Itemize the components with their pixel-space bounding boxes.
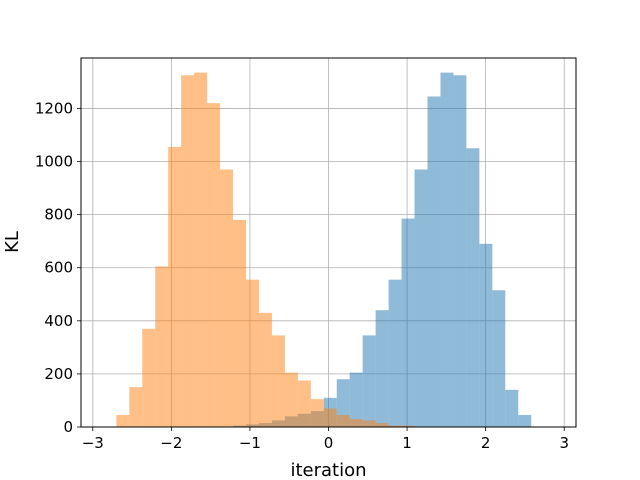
histogram-bar — [336, 415, 350, 427]
y-tick-label: 600 — [44, 259, 73, 277]
histogram-bar — [323, 408, 337, 427]
y-tick-label: 1000 — [35, 153, 73, 171]
histogram-bar — [388, 425, 402, 427]
y-tick-label: 800 — [44, 206, 73, 224]
histogram-bar — [310, 399, 324, 427]
histogram-bar — [349, 419, 363, 427]
histogram-bar — [258, 312, 272, 427]
histogram-bar — [220, 169, 234, 427]
y-tick-label: 1200 — [35, 99, 73, 117]
histogram-bar — [375, 423, 389, 427]
histogram-bar — [181, 75, 195, 427]
histogram-bar — [284, 372, 298, 427]
histogram-bar — [401, 218, 415, 427]
histogram-bar — [271, 335, 285, 427]
histogram-bar — [155, 266, 169, 427]
y-axis: 0 200 400 600 800 1000 1200 — [35, 99, 81, 436]
histogram-bar — [453, 75, 467, 427]
x-axis-label: iteration — [290, 460, 366, 480]
histogram-bar — [129, 387, 143, 427]
x-tick-label: 0 — [324, 434, 334, 452]
x-tick-label: 2 — [481, 434, 491, 452]
y-tick-label: 200 — [44, 365, 73, 383]
histogram-bar — [518, 415, 532, 427]
histogram-bar — [427, 96, 441, 428]
histogram-bar — [207, 103, 221, 428]
histogram-bar — [505, 389, 519, 427]
y-axis-label: KL — [2, 231, 23, 253]
histogram-bar — [168, 146, 182, 428]
x-tick-label: −3 — [82, 434, 104, 452]
histogram-bar — [375, 310, 389, 427]
histogram-bar — [440, 72, 454, 428]
histogram-bar — [362, 420, 376, 427]
y-tick-label: 0 — [63, 418, 73, 436]
histogram-bar — [233, 219, 246, 427]
histogram-bar — [388, 279, 402, 427]
histogram-bar — [362, 335, 376, 427]
series-1 — [233, 72, 532, 428]
histogram-bar — [479, 243, 493, 427]
histogram-bar — [349, 372, 363, 427]
bars — [116, 72, 532, 428]
y-tick-label: 400 — [44, 312, 73, 330]
histogram-bar — [194, 72, 208, 428]
histogram-bar — [142, 328, 156, 427]
histogram-bar — [492, 290, 506, 427]
histogram-bar — [401, 425, 415, 427]
x-tick-label: 1 — [402, 434, 412, 452]
x-tick-label: −1 — [239, 434, 261, 452]
histogram-bar — [414, 169, 428, 427]
histogram-bar — [116, 415, 130, 427]
histogram-bar — [466, 148, 480, 428]
x-axis: −3 −2 −1 0 1 2 3 — [82, 427, 569, 452]
histogram-bar — [297, 380, 311, 427]
series-2 — [116, 72, 415, 428]
x-tick-label: 3 — [559, 434, 569, 452]
x-tick-label: −2 — [160, 434, 182, 452]
histogram-bar — [246, 279, 259, 427]
